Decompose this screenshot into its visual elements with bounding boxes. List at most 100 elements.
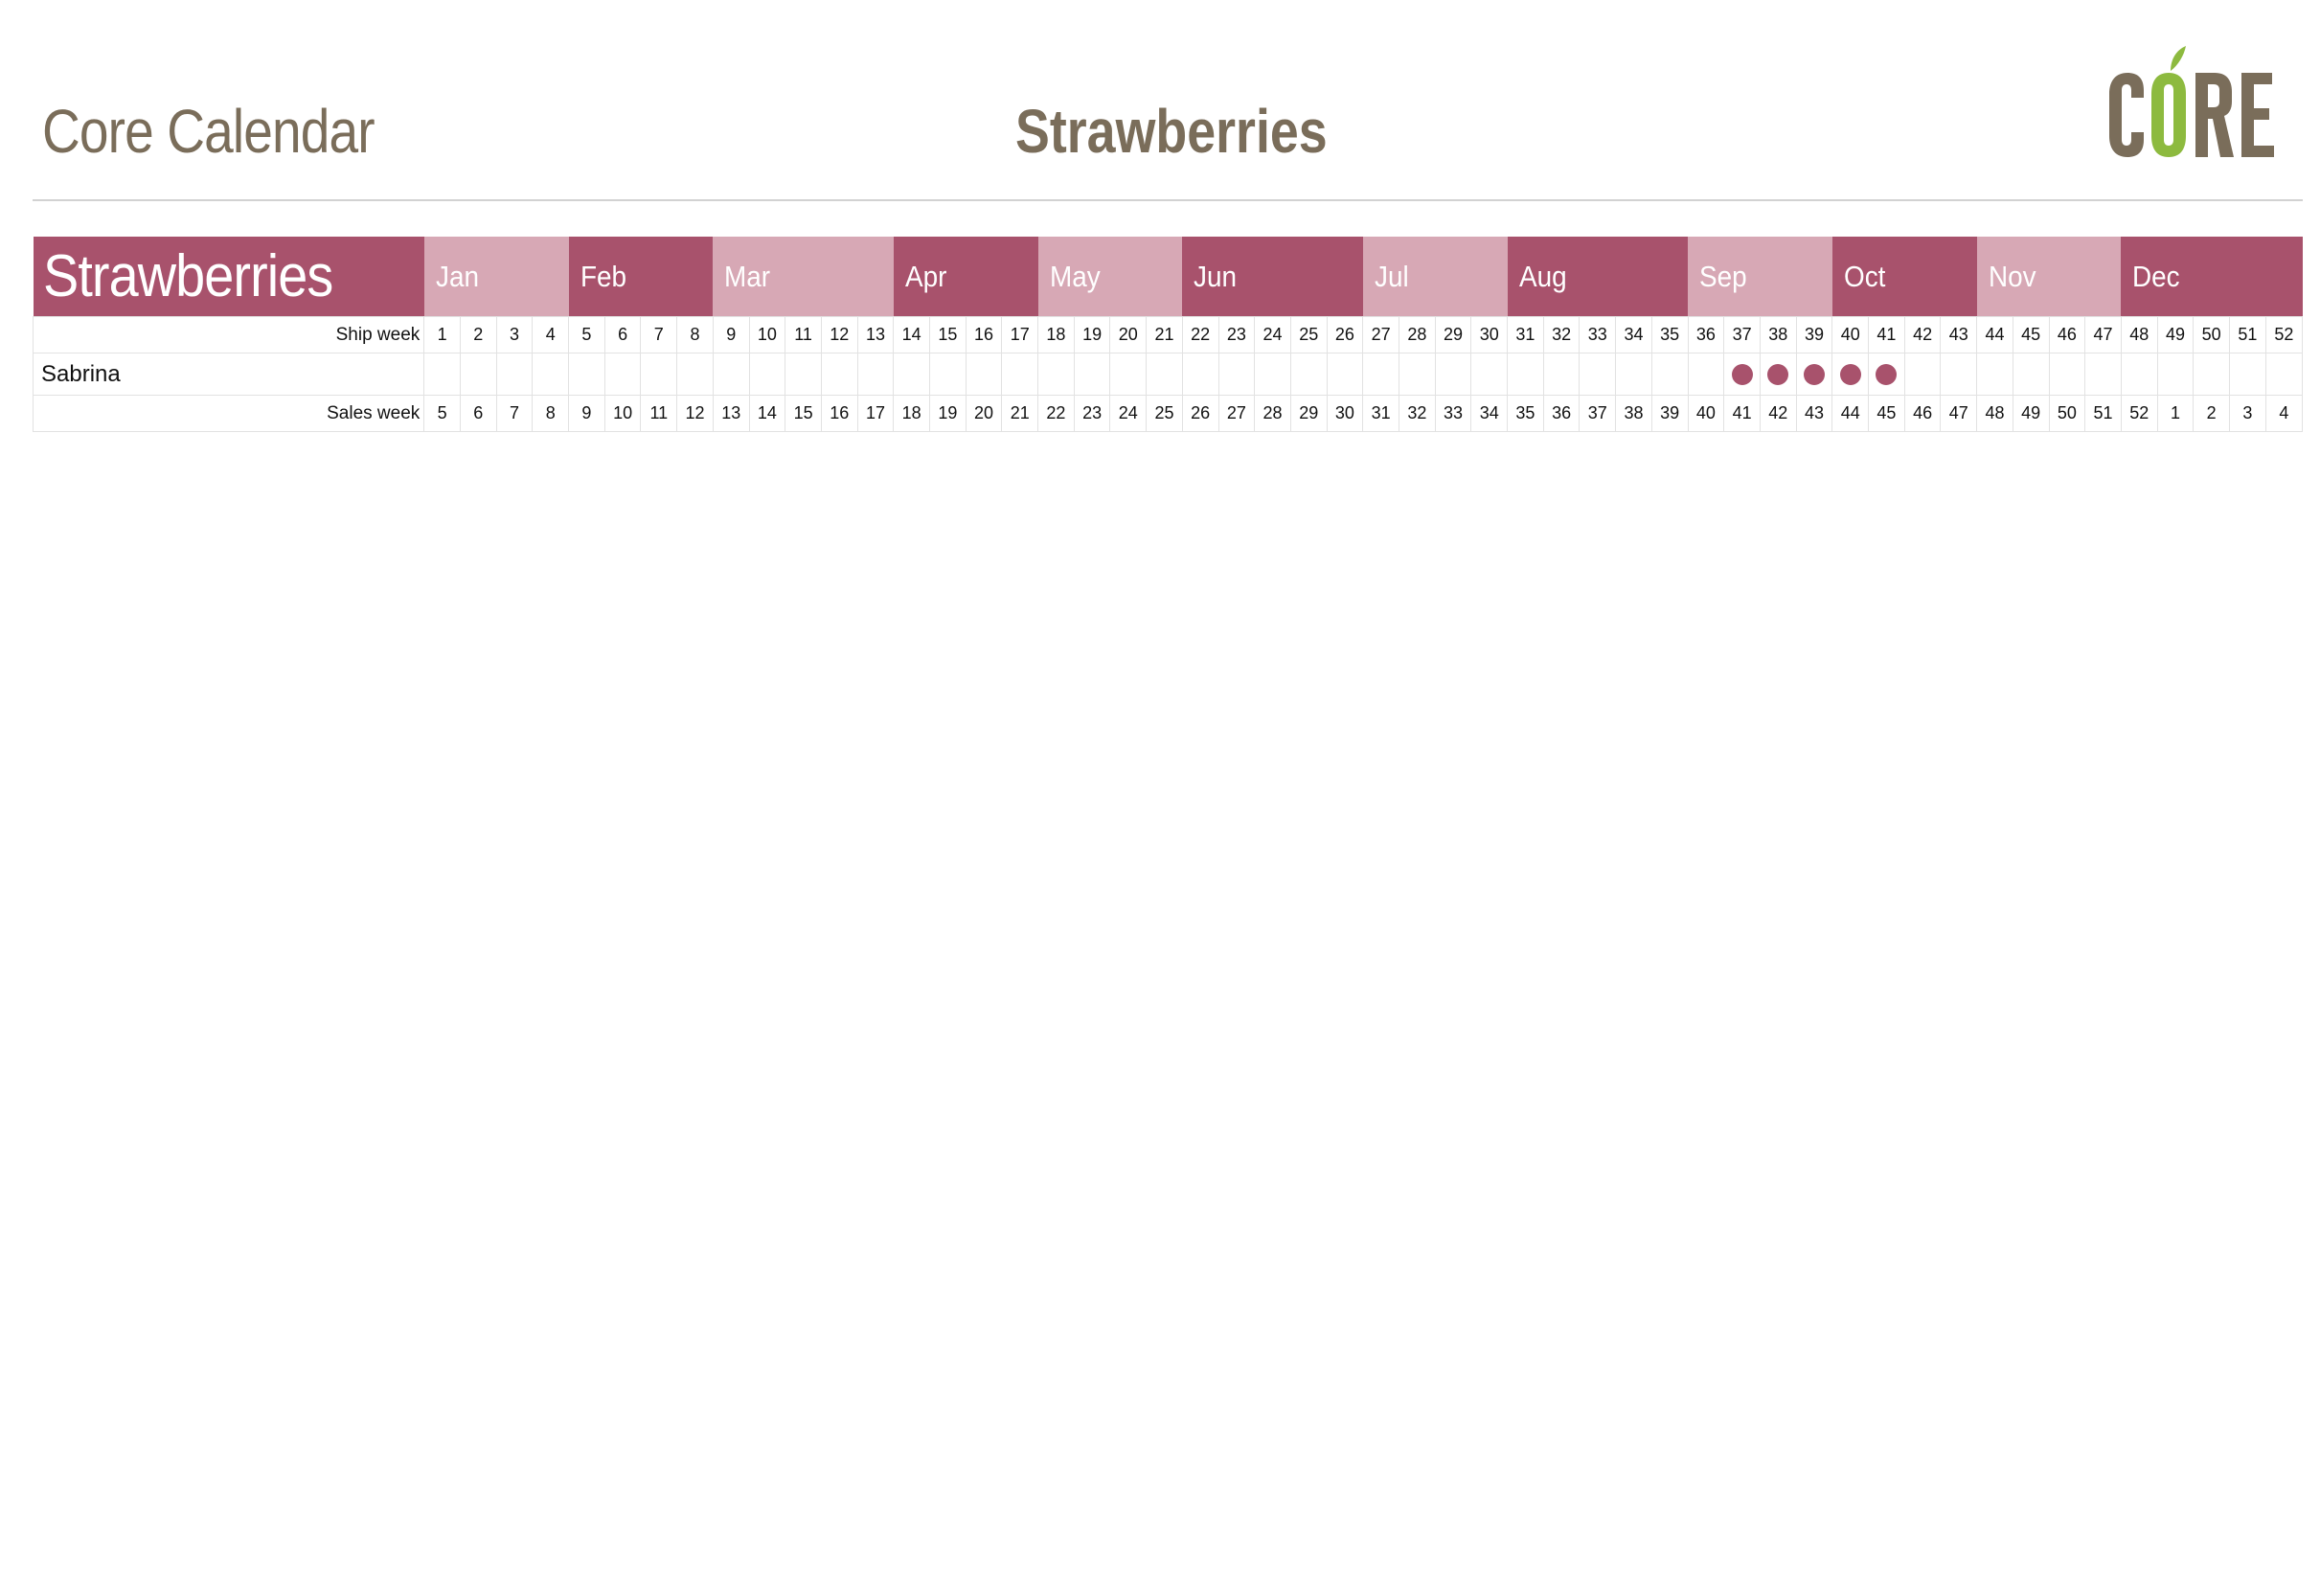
availability-cell (929, 353, 967, 396)
ship-week-cell: 29 (1434, 316, 1472, 353)
availability-cell (856, 353, 895, 396)
month-header-mar: Mar (713, 237, 894, 317)
availability-cell (1398, 353, 1436, 396)
sales-week-cell: 16 (820, 395, 858, 432)
calendar-product-title: Strawberries (33, 237, 424, 317)
month-header-may: May (1037, 237, 1183, 317)
availability-cell (1217, 353, 1256, 396)
ship-week-cell: 34 (1615, 316, 1652, 353)
sales-week-cell: 30 (1326, 395, 1364, 432)
logo-letter-o (2151, 73, 2186, 157)
month-header-row: Strawberries Jan Feb Mar Apr May Jun Jul Aug Sep… (33, 237, 2303, 317)
ship-week-cell: 13 (856, 316, 895, 353)
sales-week-cell: 36 (1542, 395, 1581, 432)
sales-week-cell: 19 (929, 395, 967, 432)
ship-week-cell: 48 (2120, 316, 2158, 353)
month-header-jun: Jun (1182, 237, 1363, 317)
ship-week-cell: 7 (640, 316, 678, 353)
availability-cell (785, 353, 822, 396)
month-header-jul: Jul (1362, 237, 1508, 317)
ship-week-row: Ship week 1 2 3 4 5 6 7 8 9 10 11 12 13 14 15 16 17 18 19 2… (32, 316, 2304, 353)
sales-week-cell: 7 (495, 395, 534, 432)
ship-week-cell: 22 (1181, 316, 1219, 353)
ship-week-cell: 12 (820, 316, 858, 353)
availability-cell (2120, 353, 2158, 396)
ship-week-cell: 41 (1868, 316, 1905, 353)
availability-cell (1326, 353, 1364, 396)
ship-week-cell: 19 (1073, 316, 1111, 353)
month-header-aug: Aug (1507, 237, 1689, 317)
month-header-dec: Dec (2121, 237, 2303, 317)
availability-cell (423, 353, 461, 396)
ship-week-cell: 16 (965, 316, 1003, 353)
availability-cell (1254, 353, 1291, 396)
ship-week-cell: 35 (1650, 316, 1689, 353)
ship-week-cell: 36 (1687, 316, 1725, 353)
ship-week-cell: 43 (1940, 316, 1978, 353)
ship-week-cell: 52 (2264, 316, 2304, 353)
page-title-product: Strawberries (1015, 97, 1328, 166)
month-header-apr: Apr (893, 237, 1038, 317)
availability-cell (1868, 353, 1905, 396)
availability-cell (2264, 353, 2304, 396)
ship-week-cell: 14 (893, 316, 930, 353)
sales-week-cell: 51 (2084, 395, 2122, 432)
availability-dot (1876, 363, 1898, 385)
ship-week-cell: 24 (1254, 316, 1291, 353)
availability-cell (1759, 353, 1797, 396)
ship-week-cell: 17 (1001, 316, 1039, 353)
availability-cell (568, 353, 605, 396)
availability-cell (1146, 353, 1183, 396)
ship-week-cell: 21 (1146, 316, 1183, 353)
sales-week-cell: 17 (856, 395, 895, 432)
ship-week-cell: 46 (2048, 316, 2086, 353)
ship-week-cell: 5 (568, 316, 605, 353)
sales-week-cell: 46 (1903, 395, 1942, 432)
ship-week-cell: 42 (1903, 316, 1942, 353)
sales-week-cell: 33 (1434, 395, 1472, 432)
ship-week-cell: 3 (495, 316, 534, 353)
sales-week-cell: 4 (2264, 395, 2304, 432)
availability-cell (459, 353, 497, 396)
availability-cell (495, 353, 534, 396)
availability-cell (1001, 353, 1039, 396)
ship-week-cell: 45 (2012, 316, 2050, 353)
ship-week-cell: 11 (785, 316, 822, 353)
ship-week-cell: 33 (1579, 316, 1617, 353)
ship-week-cell: 49 (2156, 316, 2195, 353)
core-logo (2109, 46, 2274, 157)
ship-week-cell: 25 (1289, 316, 1328, 353)
sales-week-cell: 18 (893, 395, 930, 432)
availability-cell (2156, 353, 2195, 396)
availability-dot (1803, 363, 1825, 385)
sales-week-cell: 49 (2012, 395, 2050, 432)
header-divider (33, 199, 2303, 201)
ship-week-cell: 50 (2193, 316, 2230, 353)
ship-week-cell: 32 (1542, 316, 1581, 353)
ship-week-cell: 31 (1507, 316, 1544, 353)
sales-week-cell: 23 (1073, 395, 1111, 432)
month-header-nov: Nov (1976, 237, 2122, 317)
availability-cell (1579, 353, 1617, 396)
logo-letter-c (2109, 73, 2144, 157)
sales-week-cell: 35 (1507, 395, 1544, 432)
ship-week-cell: 28 (1398, 316, 1436, 353)
ship-week-cell: 30 (1470, 316, 1509, 353)
month-header-sep: Sep (1688, 237, 1832, 317)
availability-cell (1470, 353, 1509, 396)
sales-week-label: Sales week (32, 395, 425, 432)
ship-week-cell: 20 (1109, 316, 1148, 353)
sales-week-cell: 43 (1795, 395, 1833, 432)
availability-cell (2084, 353, 2122, 396)
sales-week-cell: 27 (1217, 395, 1256, 432)
sales-week-cell: 22 (1037, 395, 1075, 432)
logo-leaf (2171, 46, 2186, 71)
sales-week-cell: 50 (2048, 395, 2086, 432)
sales-week-cell: 48 (1976, 395, 2013, 432)
sales-week-cell: 13 (712, 395, 750, 432)
availability-dot (1731, 363, 1753, 385)
availability-cell (1903, 353, 1942, 396)
sales-week-cell: 11 (640, 395, 678, 432)
ship-week-cell: 40 (1831, 316, 1870, 353)
availability-cell (1615, 353, 1652, 396)
